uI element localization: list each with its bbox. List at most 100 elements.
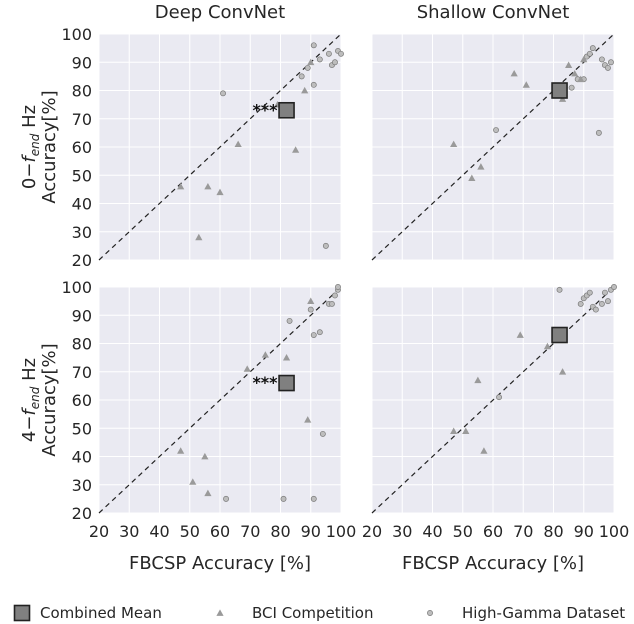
x-tick-label: 20 <box>89 522 109 541</box>
x-tick-label: 30 <box>119 522 139 541</box>
high-gamma-point <box>338 50 344 57</box>
high-gamma-point <box>310 332 317 338</box>
high-gamma-point <box>589 45 596 52</box>
legend-item: High-Gamma Dataset <box>427 604 625 622</box>
bci-competition-point <box>510 69 518 77</box>
high-gamma-point <box>592 306 599 313</box>
bci-competition-point <box>558 368 567 375</box>
bci-competition-point <box>480 447 488 454</box>
diagonal-reference-line <box>371 33 615 261</box>
row-label: 4−fend Hz <box>19 358 42 442</box>
high-gamma-point <box>335 284 341 290</box>
y-tick-label: 20 <box>72 504 92 523</box>
combined-mean-marker <box>278 374 295 392</box>
y-tick-label: 100 <box>61 278 92 297</box>
high-gamma-point <box>608 59 614 66</box>
high-gamma-point <box>220 90 226 97</box>
x-tick-label: 80 <box>270 522 290 541</box>
diagonal-reference-line <box>371 286 615 514</box>
bci-competition-point <box>468 174 476 181</box>
legend-label: Combined Mean <box>40 604 162 622</box>
bci-competition-point <box>234 140 242 148</box>
significance-marker: *** <box>252 373 278 392</box>
y-tick-label: 30 <box>72 223 92 242</box>
y-tick-label: 80 <box>72 335 92 354</box>
high-gamma-point <box>316 329 323 336</box>
high-gamma-point <box>605 298 611 305</box>
high-gamma-point <box>586 289 593 296</box>
high-gamma-point <box>601 289 608 296</box>
bci-competition-point <box>292 146 300 153</box>
bci-competition-point <box>565 61 573 68</box>
bci-competition-point <box>195 233 203 241</box>
legend-triangle-marker <box>216 609 224 616</box>
high-gamma-point <box>493 127 499 134</box>
high-gamma-point <box>307 306 314 313</box>
x-tick-label: 50 <box>180 522 200 541</box>
bci-competition-point <box>522 81 530 88</box>
bci-competition-point <box>577 75 585 83</box>
panels-layer: *** 20 30 40 50 60 70 80 90 100 Deep ConvNet 0−fend… <box>19 2 629 574</box>
bci-competition-point <box>216 188 224 196</box>
high-gamma-point <box>322 242 329 249</box>
bci-competition-point <box>307 58 315 66</box>
x-tick-label: 70 <box>513 522 533 541</box>
significance-marker: *** <box>252 100 278 119</box>
high-gamma-point <box>598 301 605 307</box>
y-axis-label: Accuracy[%] <box>39 90 60 203</box>
x-tick-label: 90 <box>301 522 321 541</box>
high-gamma-point <box>304 64 311 71</box>
x-axis-label: FBCSP Accuracy [%] <box>402 553 584 574</box>
y-tick-label: 100 <box>61 25 92 44</box>
high-gamma-point <box>577 301 584 307</box>
y-tick-label: 70 <box>72 363 92 382</box>
y-tick-label: 50 <box>72 166 92 185</box>
bci-competition-point <box>477 163 485 170</box>
high-gamma-point <box>598 56 605 63</box>
combined-mean-marker <box>551 82 568 99</box>
high-gamma-point <box>319 430 326 437</box>
high-gamma-point <box>325 50 332 57</box>
diagonal-reference-line <box>98 33 342 261</box>
high-gamma-point <box>568 84 575 91</box>
high-gamma-point <box>586 50 593 57</box>
high-gamma-point <box>605 64 611 71</box>
legend-label: High-Gamma Dataset <box>462 604 625 622</box>
high-gamma-point <box>328 301 335 307</box>
x-tick-label: 20 <box>362 522 382 541</box>
bci-competition-point <box>204 182 212 190</box>
x-tick-label: 100 <box>326 522 357 541</box>
diagonal-reference-line <box>98 286 342 514</box>
y-tick-label: 20 <box>72 251 92 270</box>
high-gamma-point <box>556 286 563 293</box>
high-gamma-point <box>332 59 338 66</box>
bci-competition-point <box>543 342 552 350</box>
legend-item: BCI Competition <box>216 604 374 622</box>
bci-competition-point <box>304 416 312 423</box>
combined-mean-marker <box>551 326 568 344</box>
high-gamma-point <box>286 317 293 324</box>
bci-competition-point <box>571 69 579 77</box>
x-axis-label: FBCSP Accuracy [%] <box>129 553 311 574</box>
bci-competition-point <box>307 297 315 305</box>
x-tick-label: 30 <box>392 522 412 541</box>
legend-item: Combined Mean <box>13 604 162 622</box>
bci-competition-point <box>261 351 269 358</box>
x-tick-label: 90 <box>574 522 594 541</box>
high-gamma-point <box>310 495 317 502</box>
bci-competition-point <box>462 427 470 434</box>
panel-title: Deep ConvNet <box>155 2 285 23</box>
bci-competition-point <box>177 447 185 454</box>
high-gamma-point <box>595 129 602 136</box>
y-tick-label: 60 <box>72 138 92 157</box>
combined-mean-marker <box>278 101 295 119</box>
x-tick-label: 80 <box>543 522 563 541</box>
high-gamma-point <box>316 56 323 63</box>
bci-competition-point <box>450 427 458 434</box>
bci-competition-point <box>243 365 251 372</box>
y-tick-label: 70 <box>72 110 92 129</box>
legend: Combined Mean BCI Competition High-Gamma D… <box>13 604 625 622</box>
y-tick-label: 50 <box>72 419 92 438</box>
bci-competition-point <box>516 331 524 338</box>
high-gamma-point <box>332 292 338 299</box>
